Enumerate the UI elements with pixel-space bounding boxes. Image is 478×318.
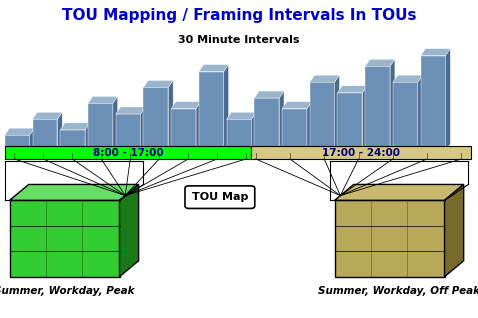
Polygon shape bbox=[337, 93, 362, 151]
Polygon shape bbox=[199, 72, 224, 151]
Polygon shape bbox=[88, 96, 118, 103]
Polygon shape bbox=[143, 80, 173, 87]
Polygon shape bbox=[310, 75, 339, 82]
Polygon shape bbox=[30, 128, 34, 151]
Polygon shape bbox=[5, 135, 30, 151]
Polygon shape bbox=[5, 146, 251, 159]
Polygon shape bbox=[33, 119, 57, 151]
Polygon shape bbox=[113, 96, 118, 151]
Polygon shape bbox=[60, 123, 90, 130]
Polygon shape bbox=[5, 128, 34, 135]
FancyBboxPatch shape bbox=[185, 186, 255, 209]
Polygon shape bbox=[421, 49, 450, 56]
Polygon shape bbox=[282, 109, 307, 151]
Polygon shape bbox=[60, 130, 85, 151]
Polygon shape bbox=[335, 75, 339, 151]
Polygon shape bbox=[171, 102, 201, 109]
Polygon shape bbox=[421, 56, 445, 151]
Polygon shape bbox=[116, 107, 145, 114]
Polygon shape bbox=[254, 98, 279, 151]
Polygon shape bbox=[445, 184, 464, 277]
Polygon shape bbox=[310, 82, 335, 151]
Polygon shape bbox=[10, 184, 139, 200]
Text: 30 Minute Intervals: 30 Minute Intervals bbox=[178, 35, 300, 45]
Text: 17:00 - 24:00: 17:00 - 24:00 bbox=[322, 148, 400, 158]
Polygon shape bbox=[251, 112, 256, 151]
Polygon shape bbox=[116, 114, 141, 151]
Text: TOU Mapping / Framing Intervals In TOUs: TOU Mapping / Framing Intervals In TOUs bbox=[62, 8, 416, 23]
Polygon shape bbox=[365, 66, 390, 151]
Polygon shape bbox=[141, 107, 145, 151]
Polygon shape bbox=[10, 200, 120, 277]
Polygon shape bbox=[33, 112, 62, 119]
Polygon shape bbox=[224, 65, 228, 151]
Polygon shape bbox=[418, 75, 423, 151]
Polygon shape bbox=[307, 102, 312, 151]
Polygon shape bbox=[337, 86, 367, 93]
Polygon shape bbox=[171, 109, 196, 151]
Polygon shape bbox=[227, 119, 251, 151]
Polygon shape bbox=[88, 103, 113, 151]
Polygon shape bbox=[335, 200, 445, 277]
Text: 8:00 - 17:00: 8:00 - 17:00 bbox=[93, 148, 163, 158]
Text: TOU Map: TOU Map bbox=[192, 192, 248, 202]
Polygon shape bbox=[120, 184, 139, 277]
Polygon shape bbox=[393, 82, 418, 151]
Polygon shape bbox=[251, 146, 471, 159]
Polygon shape bbox=[85, 123, 90, 151]
Polygon shape bbox=[57, 112, 62, 151]
Polygon shape bbox=[335, 184, 464, 200]
Polygon shape bbox=[393, 75, 423, 82]
Polygon shape bbox=[445, 49, 450, 151]
Polygon shape bbox=[365, 59, 395, 66]
Polygon shape bbox=[279, 91, 284, 151]
Polygon shape bbox=[196, 102, 201, 151]
Text: Summer, Workday, Off Peak: Summer, Workday, Off Peak bbox=[318, 286, 478, 296]
Polygon shape bbox=[390, 59, 395, 151]
Polygon shape bbox=[227, 112, 256, 119]
Polygon shape bbox=[168, 80, 173, 151]
Polygon shape bbox=[282, 102, 312, 109]
Polygon shape bbox=[143, 87, 168, 151]
Polygon shape bbox=[199, 65, 228, 72]
Polygon shape bbox=[254, 91, 284, 98]
Text: Summer, Workday, Peak: Summer, Workday, Peak bbox=[0, 286, 135, 296]
Polygon shape bbox=[362, 86, 367, 151]
